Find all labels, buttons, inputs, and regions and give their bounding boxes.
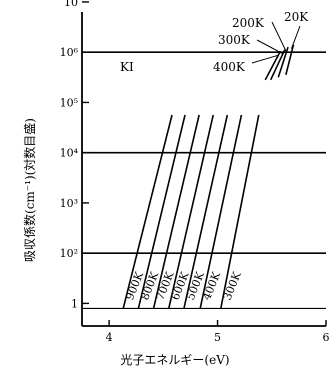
series-line [122,114,173,309]
series-line [167,114,214,309]
y-tick-label: 10⁵ [60,96,78,109]
series-line [269,49,286,81]
series-label: 300K [221,269,244,302]
leader-line [251,54,279,64]
x-axis-label: 光子エネルギー(eV) [120,353,229,367]
leader-line [271,21,287,52]
y-tick-label: 10⁶ [60,46,79,59]
series-label: 400K [213,60,246,74]
series-label: 300K [218,33,251,47]
series-line [264,50,282,81]
series-lines [122,21,301,309]
series-label: 20K [284,10,309,24]
y-tick-label: 10³ [60,197,78,210]
y-tick-label: 10 [64,0,78,9]
series-line [183,114,229,309]
series-line [137,114,186,309]
x-tick-label: 6 [323,331,330,344]
leader-line [256,39,284,55]
leader-line [290,25,301,49]
series-line [199,114,243,309]
y-axis-label: 吸収係数(cm⁻¹)(対数目盛) [22,118,37,262]
x-tick-label: 5 [214,331,221,344]
y-tick-label: 10⁴ [60,147,79,160]
y-tick-label: 10² [60,247,78,260]
y-tick-label: 1 [71,297,78,310]
axes [81,1,327,327]
series-line [220,114,260,309]
series-line [152,114,200,309]
x-tick-label: 4 [106,331,113,344]
material-annotation: KI [120,60,134,74]
series-line [277,46,289,78]
series-label: 200K [232,16,265,30]
series-line [285,44,295,75]
